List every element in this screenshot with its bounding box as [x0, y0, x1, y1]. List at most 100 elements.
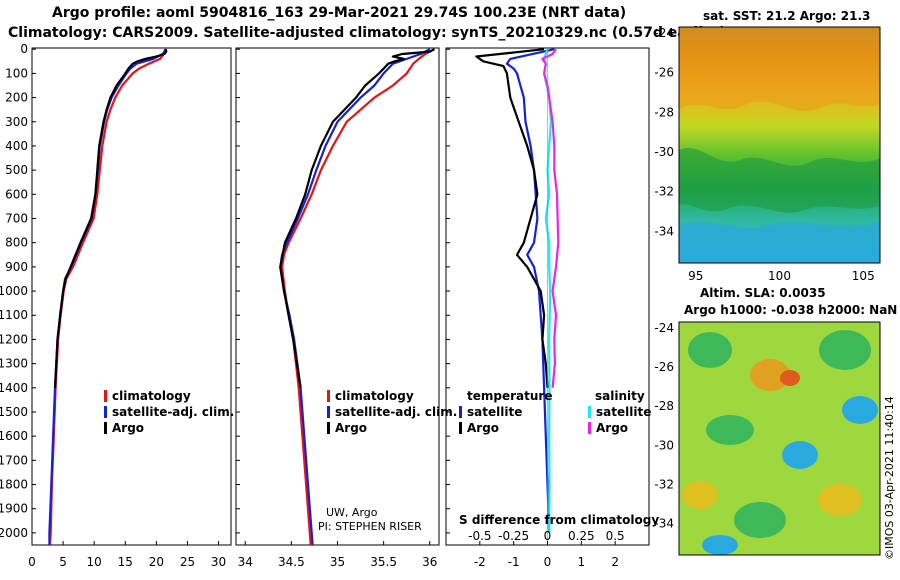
sla-lat-tick: -28	[654, 399, 674, 413]
sla-lat-tick: -30	[654, 438, 674, 452]
legend-label-argo-2: Argo	[335, 421, 367, 435]
sla-blob	[706, 415, 754, 445]
series-line-temperature-satellite	[505, 48, 555, 533]
sla-blob	[819, 330, 871, 370]
title-line-2: Climatology: CARS2009. Satellite-adjuste…	[8, 25, 726, 41]
legend-label-sal-satellite: satellite	[596, 405, 651, 419]
sla-blob	[750, 359, 790, 391]
legend-swatch-argo-2	[327, 422, 330, 434]
legend-swatch-temp-argo	[459, 422, 462, 434]
sst-lat-tick: -34	[654, 224, 674, 238]
x-tick-label: -2	[474, 555, 486, 569]
legend-label-climatology: climatology	[112, 389, 191, 403]
title-line-1: Argo profile: aoml 5904816_163 29-Mar-20…	[52, 5, 627, 21]
sst-map-blue-band	[679, 222, 880, 263]
sla-map	[679, 322, 880, 555]
series-line-satellite-adj-clim-	[279, 48, 431, 546]
depth-tick-label: 1800	[0, 478, 28, 492]
sla-lat-tick: -34	[654, 517, 674, 531]
depth-tick-label: 1600	[0, 429, 28, 443]
sst-lon-tick: 105	[852, 269, 875, 283]
sst-lat-ticks: -24 -26 -28 -30 -32 -34	[654, 26, 674, 238]
x-tick-label: 35	[330, 555, 345, 569]
depth-tick-label: 300	[5, 115, 28, 129]
legend-swatch-argo	[104, 422, 107, 434]
legend-label-sal-argo: Argo	[596, 421, 628, 435]
x-tick-label: 34.5	[278, 555, 305, 569]
depth-tick-label: 2000	[0, 526, 28, 540]
depth-tick-label: 1300	[0, 357, 28, 371]
series-line-climatology	[281, 48, 435, 546]
x-tick-label: 1	[578, 555, 586, 569]
salinity-series	[279, 48, 435, 546]
temperature-series	[48, 48, 168, 546]
legend-label-temp-argo: Argo	[467, 421, 499, 435]
legend-label-argo: Argo	[112, 421, 144, 435]
legend-swatch-satellite-adj	[104, 406, 107, 418]
legend-swatch-temp-satellite	[459, 406, 462, 418]
sst-map-green-band	[679, 147, 880, 213]
x-tick-label: 2	[611, 555, 619, 569]
x-tick-label-secondary: 0.5	[606, 529, 625, 543]
depth-tick-label: 1400	[0, 381, 28, 395]
x-tick-label-secondary: -0.5	[468, 529, 491, 543]
sla-blob	[702, 535, 738, 555]
depth-tick-label: 1900	[0, 502, 28, 516]
sst-lon-ticks: 95 100 105	[688, 269, 875, 283]
legend-swatch-climatology	[104, 390, 107, 402]
legend-label-satellite-adj: satellite-adj. clim.	[112, 405, 234, 419]
depth-tick-label: 400	[5, 139, 28, 153]
depth-tick-label: 700	[5, 212, 28, 226]
sla-title-line-2: Argo h1000: -0.038 h2000: NaN	[684, 303, 897, 317]
depth-tick-label: 1000	[0, 284, 28, 298]
sst-map-warm-front	[679, 27, 880, 112]
salinity-x-ticks: 34 34.5 35 35.5 36	[238, 541, 437, 569]
imos-watermark: ©IMOS 03-Apr-2021 11:40:14	[883, 396, 896, 560]
depth-tick-label: 1200	[0, 332, 28, 346]
x-tick-label: 0	[28, 555, 36, 569]
series-line-satellite-adj-clim-	[48, 48, 168, 545]
sst-map-frame	[678, 26, 881, 264]
sla-map-frame	[678, 321, 881, 556]
sla-blob	[780, 370, 800, 386]
x-tick-label: 20	[149, 555, 164, 569]
x-tick-label: -1	[508, 555, 520, 569]
depth-axis: 0 100 200 300 400 500 600 700 800 900 1000 1100 1200…	[0, 42, 28, 540]
sst-lat-tick: -28	[654, 105, 674, 119]
series-line-climatology	[48, 48, 167, 546]
legend-heading-salinity: salinity	[595, 389, 645, 403]
legend-heading-temperature: temperature	[467, 389, 552, 403]
difference-x-ticks: -2 -1 0 1 2 -0.5 -0.25 0 0.25 0.5	[468, 529, 625, 569]
sla-blob	[782, 441, 818, 469]
credit-line-1: UW, Argo	[326, 506, 378, 519]
legend-label-climatology-2: climatology	[335, 389, 414, 403]
sla-blob	[682, 481, 718, 509]
x-tick-label: 25	[180, 555, 195, 569]
x-tick-label-secondary: 0	[544, 529, 552, 543]
x-tick-label: 30	[211, 555, 226, 569]
sst-map-title: sat. SST: 21.2 Argo: 21.3	[703, 9, 870, 23]
sla-lat-tick: -32	[654, 478, 674, 492]
depth-tick-label: 100	[5, 66, 28, 80]
depth-tick-label: 1100	[0, 308, 28, 322]
x-tick-label-secondary: -0.25	[498, 529, 529, 543]
sla-lat-tick: -26	[654, 360, 674, 374]
depth-tick-label: 500	[5, 163, 28, 177]
x-tick-label: 10	[87, 555, 102, 569]
legend-swatch-sal-satellite	[588, 406, 591, 418]
depth-tick-label: 800	[5, 236, 28, 250]
series-line-temperature-argo	[475, 48, 549, 388]
legend-swatch-sal-argo	[588, 422, 591, 434]
sla-blob	[734, 502, 786, 538]
sla-lat-ticks: -24 -26 -28 -30 -32 -34	[654, 321, 674, 531]
depth-tick-label: 1700	[0, 453, 28, 467]
temperature-legend: climatology satellite-adj. clim. Argo	[104, 389, 234, 435]
depth-tick-label: 900	[5, 260, 28, 274]
legend-swatch-satellite-adj-2	[327, 406, 330, 418]
sla-blob	[818, 484, 862, 516]
sla-lat-tick: -24	[654, 321, 674, 335]
series-line-salinity-argo	[541, 48, 560, 388]
x-tick-label-secondary: 0.25	[568, 529, 595, 543]
legend-label-temp-satellite: satellite	[467, 405, 522, 419]
